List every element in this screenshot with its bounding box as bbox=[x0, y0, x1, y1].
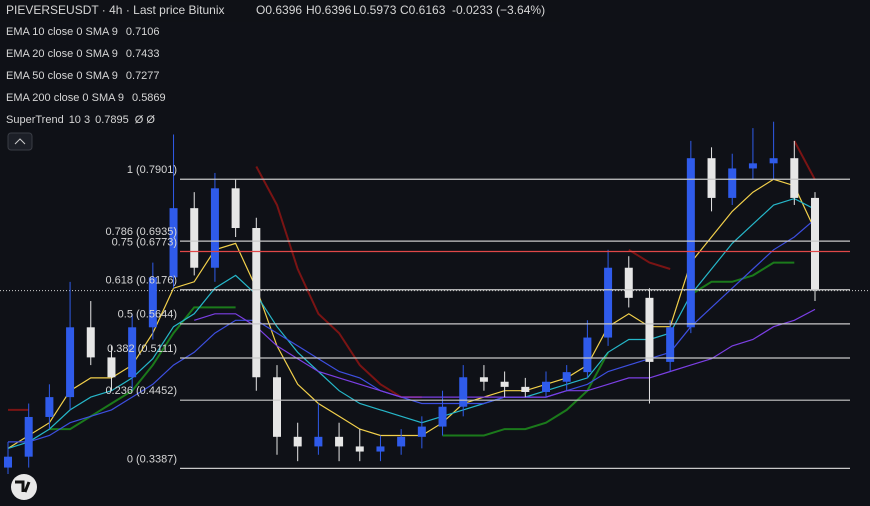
candle-body bbox=[148, 277, 157, 328]
legend-value: 0.7895 bbox=[95, 114, 129, 126]
fib-label: 0.236 (0.4452) bbox=[105, 385, 177, 397]
candle-body bbox=[210, 188, 219, 268]
candle-body bbox=[707, 158, 716, 198]
candle-body bbox=[252, 228, 261, 378]
legend-extra: Ø Ø bbox=[135, 114, 156, 126]
candle-body bbox=[645, 297, 654, 362]
candle-body bbox=[500, 381, 509, 387]
logo-mark bbox=[15, 480, 31, 493]
symbol: PIEVERSEUSDT · 4h · Last price Bitunix bbox=[6, 3, 225, 17]
fib-label: 1 (0.7901) bbox=[127, 164, 177, 176]
candle-body bbox=[376, 446, 385, 452]
candle-body bbox=[583, 337, 592, 373]
candle-body bbox=[438, 406, 447, 427]
candle-body bbox=[417, 426, 426, 437]
candle-body bbox=[459, 377, 468, 407]
candle-body bbox=[335, 436, 344, 447]
ohlc-high: H0.6396 bbox=[306, 3, 352, 17]
legend-name: SuperTrend bbox=[6, 114, 64, 126]
candle-body bbox=[666, 327, 675, 362]
collapse-icon bbox=[14, 138, 26, 145]
fib-label: 0.75 (0.6773) bbox=[112, 236, 177, 248]
fib-label: 0.786 (0.6935) bbox=[105, 226, 177, 238]
legend-name: EMA 200 close 0 SMA 9 bbox=[6, 92, 124, 104]
indicator-line bbox=[7, 197, 816, 449]
candle-body bbox=[45, 397, 54, 417]
candle-body bbox=[66, 327, 75, 398]
legend-name: EMA 50 close 0 SMA 9 bbox=[6, 70, 118, 82]
candle-body bbox=[748, 163, 757, 169]
ohlc-low: L0.5973 bbox=[353, 3, 397, 17]
ohlc-open: O0.6396 bbox=[256, 3, 302, 17]
indicator-line bbox=[7, 178, 816, 449]
candle-body bbox=[24, 416, 33, 457]
candle-body bbox=[273, 377, 281, 437]
fib-label: 0.5 (0.5644) bbox=[118, 309, 177, 321]
candle-body bbox=[169, 208, 178, 278]
indicator-line bbox=[8, 140, 816, 411]
legend-params: 10 3 bbox=[69, 114, 90, 126]
candle-body bbox=[542, 381, 550, 392]
fib-label: 0 (0.3387) bbox=[127, 453, 177, 465]
candle-body bbox=[293, 436, 302, 447]
plot bbox=[0, 121, 870, 474]
candle-body bbox=[521, 386, 530, 392]
candle-body bbox=[728, 168, 737, 198]
header-bg bbox=[0, 0, 560, 22]
candle-body bbox=[624, 267, 633, 298]
candle-body bbox=[231, 188, 240, 229]
candle-body bbox=[811, 197, 819, 291]
legend-name: EMA 10 close 0 SMA 9 bbox=[6, 26, 118, 38]
candle-body bbox=[86, 327, 95, 358]
fib-label: 0.618 (0.6176) bbox=[105, 275, 177, 287]
collapse-button[interactable] bbox=[7, 132, 33, 151]
fib-levels: 1 (0.7901) 0.786 (0.6935)0.75 (0.6773) 0.6… bbox=[105, 164, 850, 470]
change: -0.0233 (−3.64%) bbox=[452, 3, 545, 17]
fib-label: 0.382 (0.5111) bbox=[107, 343, 177, 355]
candle-body bbox=[107, 357, 116, 378]
overlay: PIEVERSEUSDT · 4h · Last price Bitunix O… bbox=[0, 0, 560, 500]
candle-body bbox=[562, 372, 571, 382]
legend-value: 0.5869 bbox=[132, 92, 166, 104]
candle-body bbox=[397, 436, 406, 447]
candle-body bbox=[604, 267, 613, 338]
candle-body bbox=[355, 446, 364, 452]
candle-body bbox=[128, 327, 137, 378]
candle-body bbox=[190, 208, 199, 268]
candle-body bbox=[769, 158, 778, 164]
ohlc-close: C0.6163 bbox=[400, 3, 446, 17]
candle-body bbox=[314, 436, 323, 447]
legend-name: EMA 20 close 0 SMA 9 bbox=[6, 48, 118, 60]
candle-body bbox=[479, 377, 488, 382]
legend-value: 0.7277 bbox=[126, 70, 160, 82]
legend-value: 0.7433 bbox=[126, 48, 160, 60]
candle-body bbox=[686, 158, 695, 328]
candle-body bbox=[4, 456, 12, 468]
candle-body bbox=[790, 158, 799, 198]
legend-value: 0.7106 bbox=[126, 26, 160, 38]
